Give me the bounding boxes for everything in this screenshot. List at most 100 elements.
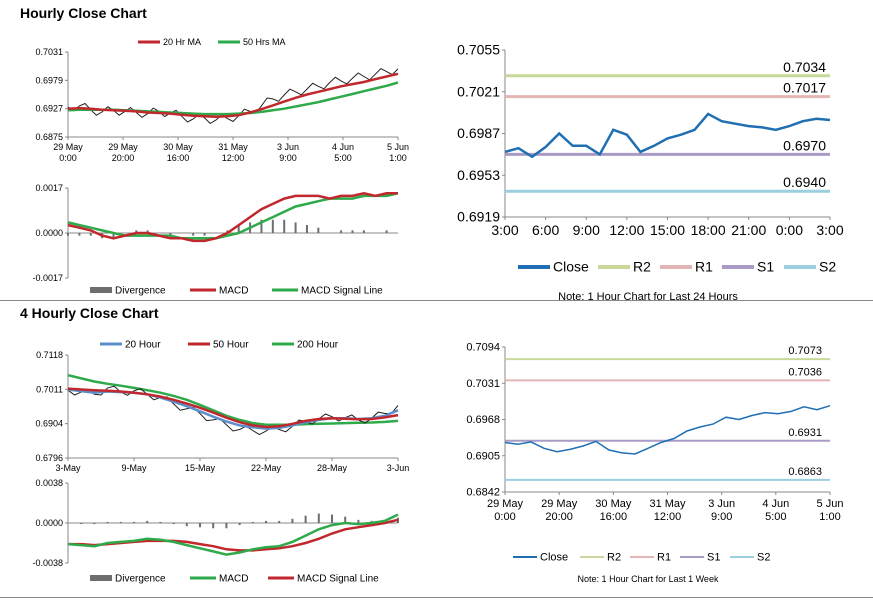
four-hourly-section-title: 4 Hourly Close Chart (20, 305, 159, 321)
hourly-price-y-tick-label: 0.7031 (35, 47, 63, 57)
hourly-level-s1-label: 0.6970 (783, 137, 826, 153)
hourly-price-x-tick-label: 31 May 12:00 (218, 142, 248, 163)
weekly-close-y-tick-label: 0.6905 (466, 450, 500, 462)
hourly-macd-signal-legend-label: MACD Signal Line (301, 285, 383, 296)
four-hourly-price-y-tick-label: 0.6904 (35, 419, 63, 429)
hourly-close-r1-legend-label: R1 (695, 259, 713, 275)
weekly-level-r1-label: 0.7036 (788, 366, 822, 378)
four-hourly-macd-y-tick-label: 0.0038 (35, 478, 63, 488)
weekly-close-s1-legend-label: S1 (707, 552, 720, 564)
hourly-price-y-tick-label: 0.6979 (35, 75, 63, 85)
hourly-close-x-tick-label: 0:00 (776, 222, 803, 238)
weekly-close-y-tick-label: 0.7094 (466, 342, 500, 354)
hourly-close-y-tick-label: 0.6919 (457, 209, 500, 225)
weekly-close-line (504, 404, 831, 455)
hourly-price-x-tick-label: 5 Jun 1:00 (387, 142, 409, 163)
four-hourly-price-x-tick-label: 3-May (55, 463, 81, 473)
weekly-close-y-tick-label: 0.7031 (466, 378, 500, 390)
hourly-price-x-tick-label: 4 Jun 5:00 (332, 142, 354, 163)
hourly-close-x-tick-label: 6:00 (532, 222, 559, 238)
four-hourly-200hr-legend-label: 200 Hour (297, 339, 339, 350)
weekly-close-x-tick-label: 29 May 0:00 (487, 498, 524, 523)
four-hourly-price-y-tick-label: 0.7011 (36, 384, 63, 394)
hourly-close-s2-legend-label: S2 (819, 259, 836, 275)
weekly-close-x-tick-label: 30 May 16:00 (595, 498, 632, 523)
hourly-divergence-legend-label: Divergence (115, 285, 166, 296)
four-hourly-50hr-line (67, 387, 399, 429)
hourly-close-x-tick-label: 15:00 (650, 222, 685, 238)
four-hourly-macd-signal-legend-label: MACD Signal Line (297, 573, 379, 584)
hourly-20hr-ma-line (67, 72, 399, 119)
four-hourly-50hr-legend-label: 50 Hour (213, 339, 249, 350)
four-hourly-macd-legend-label: MACD (219, 573, 248, 584)
hourly-price-y-tick-label: 0.6875 (35, 132, 63, 142)
hourly-price-y-tick-label: 0.6927 (35, 104, 63, 114)
weekly-close-x-tick-label: 5 Jun 1:00 (817, 498, 844, 523)
four-hourly-price-x-tick-label: 28-May (317, 463, 348, 473)
hourly-level-s2-label: 0.6940 (783, 174, 826, 190)
hourly-close-x-tick-label: 18:00 (691, 222, 726, 238)
four-hourly-price-x-tick-label: 22-May (251, 463, 282, 473)
hourly-20hr-ma-legend-label: 20 Hr MA (163, 37, 201, 47)
hourly-price-x-tick-label: 29 May 20:00 (108, 142, 138, 163)
four-hourly-price-x-tick-label: 15-May (185, 463, 216, 473)
four-hourly-price-line (67, 385, 399, 436)
hourly-close-y-tick-label: 0.7055 (457, 42, 500, 58)
hourly-macd-y-tick-label: 0.0000 (35, 228, 63, 238)
hourly-50hr-ma-legend-label: 50 Hrs MA (243, 37, 286, 47)
hourly-close-x-tick-label: 21:00 (731, 222, 766, 238)
hourly-divergence-legend-swatch (90, 287, 112, 293)
weekly-level-s2-label: 0.6863 (788, 466, 822, 478)
weekly-close-y-tick-label: 0.6968 (466, 414, 500, 426)
bottom-divider (0, 597, 873, 598)
hourly-section-title: Hourly Close Chart (20, 5, 147, 21)
hourly-close-line (504, 112, 831, 159)
section-divider (0, 300, 873, 301)
hourly-price-x-tick-label: 3 Jun 9:00 (277, 142, 299, 163)
hourly-close-y-tick-label: 0.6953 (457, 167, 500, 183)
hourly-close-x-tick-label: 3:00 (491, 222, 518, 238)
four-hourly-macd-y-tick-label: -0.0038 (32, 558, 63, 568)
four-hourly-20hr-legend-label: 20 Hour (125, 339, 161, 350)
four-hourly-price-y-tick-label: 0.7118 (36, 350, 63, 360)
hourly-level-r2-label: 0.7034 (783, 59, 826, 75)
hourly-close-x-tick-label: 12:00 (609, 222, 644, 238)
hourly-price-line (67, 67, 399, 125)
hourly-macd-y-tick-label: -0.0017 (32, 273, 63, 283)
four-hourly-price-x-tick-label: 3-Jun (387, 463, 410, 473)
hourly-macd-y-tick-label: 0.0017 (35, 183, 63, 193)
weekly-close-s2-legend-label: S2 (757, 552, 770, 564)
hourly-close-close-legend-label: Close (553, 259, 589, 275)
hourly-close-y-tick-label: 0.6987 (457, 125, 500, 141)
hourly-close-x-tick-label: 3:00 (816, 222, 843, 238)
weekly-close-x-tick-label: 29 May 20:00 (541, 498, 578, 523)
four-hourly-price-x-tick-label: 9-May (121, 463, 147, 473)
four-hourly-macd-y-tick-label: 0.0000 (35, 518, 63, 528)
hourly-macd-signal-line (67, 192, 399, 240)
hourly-price-x-tick-label: 29 May 0:00 (53, 142, 83, 163)
four-hourly-200hr-line (67, 373, 399, 426)
weekly-close-close-legend-label: Close (540, 552, 568, 564)
four-hourly-price-y-tick-label: 0.6796 (35, 453, 63, 463)
weekly-close-y-tick-label: 0.6842 (466, 487, 500, 499)
weekly-close-r2-legend-label: R2 (607, 552, 621, 564)
hourly-macd-line (67, 192, 398, 243)
weekly-close-x-tick-label: 3 Jun 9:00 (708, 498, 735, 523)
hourly-close-note: Note: 1 Hour Chart for Last 24 Hours (558, 291, 738, 303)
hourly-macd-legend-label: MACD (219, 285, 248, 296)
hourly-close-s1-legend-label: S1 (757, 259, 774, 275)
hourly-close-x-tick-label: 9:00 (573, 222, 600, 238)
hourly-price-x-tick-label: 30 May 16:00 (163, 142, 193, 163)
weekly-close-x-tick-label: 31 May 12:00 (649, 498, 686, 523)
weekly-close-note: Note: 1 Hour Chart for Last 1 Week (578, 574, 719, 584)
weekly-close-x-tick-label: 4 Jun 5:00 (762, 498, 789, 523)
four-hourly-macd-line (67, 513, 399, 556)
hourly-level-r1-label: 0.7017 (783, 80, 826, 96)
four-hourly-divergence-legend-label: Divergence (115, 573, 166, 584)
hourly-close-y-tick-label: 0.7021 (457, 83, 500, 99)
hourly-close-r2-legend-label: R2 (633, 259, 651, 275)
weekly-close-r1-legend-label: R1 (657, 552, 671, 564)
four-hourly-divergence-legend-swatch (90, 575, 112, 581)
weekly-level-r2-label: 0.7073 (788, 345, 822, 357)
